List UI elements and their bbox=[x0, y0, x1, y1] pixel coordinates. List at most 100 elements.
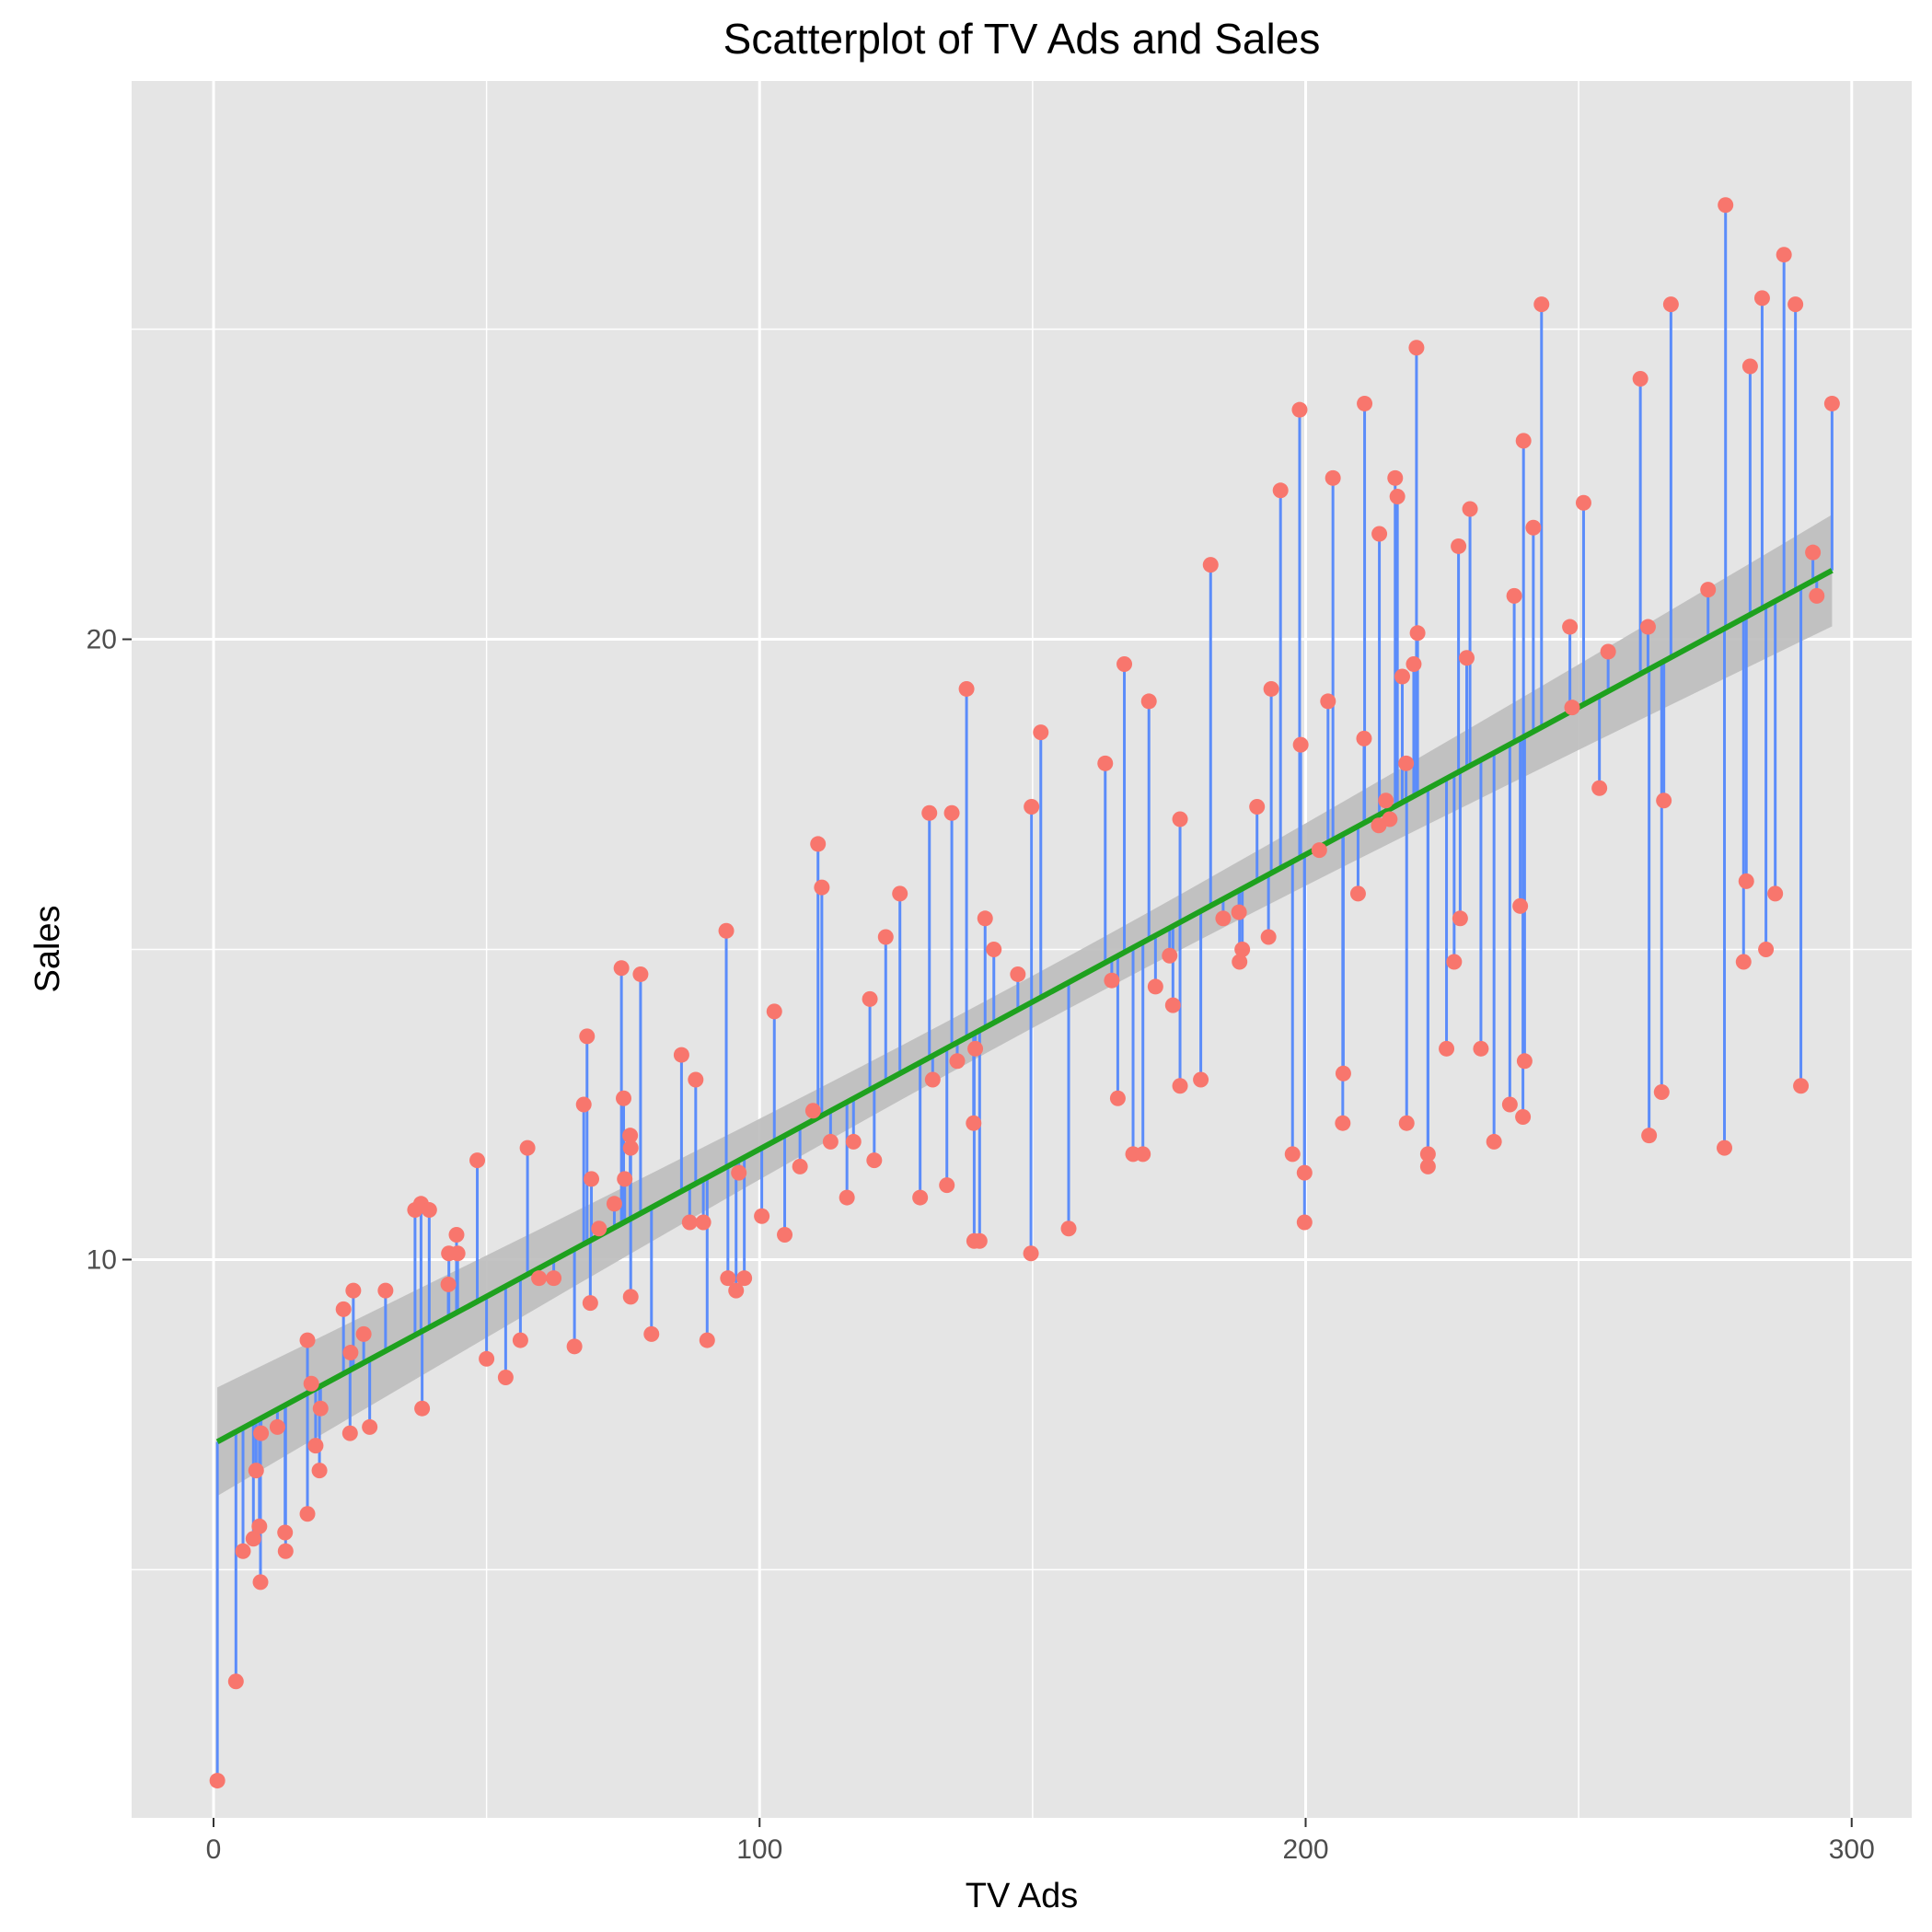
data-point bbox=[1249, 798, 1266, 815]
data-point bbox=[616, 1090, 632, 1106]
data-point bbox=[892, 885, 908, 902]
x-axis-ticks: 0 100 200 300 bbox=[206, 1818, 1875, 1865]
data-point bbox=[643, 1325, 660, 1342]
data-point bbox=[448, 1227, 465, 1244]
data-point bbox=[209, 1773, 226, 1789]
data-point bbox=[342, 1345, 359, 1361]
data-point bbox=[939, 1177, 955, 1194]
data-point bbox=[1260, 929, 1277, 945]
data-point bbox=[1023, 1245, 1039, 1262]
data-point bbox=[1371, 526, 1388, 542]
data-point bbox=[1501, 1096, 1518, 1113]
data-point bbox=[966, 1115, 982, 1131]
data-point bbox=[362, 1418, 378, 1435]
data-point bbox=[728, 1282, 745, 1299]
data-point bbox=[1234, 942, 1251, 957]
data-point bbox=[1419, 1158, 1436, 1174]
data-point bbox=[1662, 296, 1679, 313]
regression-line bbox=[215, 568, 1834, 1445]
data-point bbox=[731, 1164, 747, 1181]
data-point bbox=[1462, 501, 1478, 517]
data-point bbox=[546, 1270, 562, 1287]
data-point bbox=[736, 1270, 753, 1287]
data-point bbox=[1231, 904, 1247, 920]
data-point bbox=[1164, 997, 1181, 1013]
data-point bbox=[971, 1232, 988, 1249]
data-point bbox=[1738, 873, 1754, 889]
data-point bbox=[1296, 1164, 1313, 1181]
data-point bbox=[1291, 401, 1308, 418]
data-point bbox=[1060, 1221, 1077, 1237]
data-point bbox=[1398, 1115, 1415, 1131]
data-point bbox=[299, 1332, 316, 1348]
data-point bbox=[1382, 811, 1398, 827]
data-point bbox=[1486, 1133, 1502, 1150]
data-point bbox=[617, 1171, 633, 1187]
data-point bbox=[1387, 469, 1404, 486]
data-point bbox=[1446, 954, 1463, 970]
data-point bbox=[1562, 619, 1579, 635]
data-point bbox=[632, 966, 649, 982]
data-point bbox=[622, 1289, 639, 1305]
data-point bbox=[1718, 197, 1734, 214]
data-point bbox=[1564, 700, 1580, 716]
data-point bbox=[986, 942, 1002, 957]
data-point bbox=[1787, 296, 1804, 313]
data-point bbox=[1172, 1078, 1188, 1094]
data-point bbox=[1641, 1128, 1658, 1144]
data-point bbox=[1398, 755, 1415, 771]
data-point bbox=[1408, 340, 1425, 356]
data-point bbox=[335, 1301, 352, 1317]
data-point bbox=[584, 1171, 600, 1187]
data-point bbox=[245, 1531, 261, 1547]
data-point bbox=[958, 680, 975, 697]
data-point bbox=[606, 1196, 622, 1212]
minor-gridlines bbox=[132, 81, 1912, 1818]
data-point bbox=[1147, 978, 1163, 995]
data-point bbox=[810, 836, 827, 852]
data-point bbox=[1533, 296, 1550, 313]
data-point bbox=[1409, 625, 1426, 642]
data-point bbox=[718, 922, 735, 939]
data-point bbox=[1653, 1084, 1670, 1101]
data-point bbox=[1735, 954, 1752, 970]
y-tick-label: 10 bbox=[87, 1244, 117, 1275]
data-point bbox=[1010, 966, 1026, 982]
data-point bbox=[1097, 755, 1114, 771]
y-axis-label: Sales bbox=[29, 905, 67, 992]
data-point bbox=[235, 1543, 251, 1559]
data-point bbox=[1639, 619, 1656, 635]
data-point bbox=[1525, 519, 1542, 536]
data-point bbox=[977, 910, 993, 927]
data-point bbox=[248, 1463, 264, 1479]
data-points bbox=[209, 197, 1840, 1789]
data-point bbox=[307, 1438, 324, 1454]
data-point bbox=[1325, 469, 1341, 486]
data-point bbox=[345, 1282, 362, 1299]
data-point bbox=[1394, 668, 1410, 685]
data-point bbox=[1104, 972, 1120, 989]
data-point bbox=[1202, 557, 1219, 573]
data-point bbox=[575, 1096, 592, 1113]
data-point bbox=[866, 1152, 883, 1169]
x-tick-label: 100 bbox=[736, 1834, 782, 1865]
chart-title: Scatterplot of TV Ads and Sales bbox=[723, 15, 1321, 63]
data-point bbox=[949, 1053, 966, 1070]
data-point bbox=[1232, 954, 1248, 970]
data-point bbox=[1451, 538, 1467, 554]
data-point bbox=[1809, 587, 1825, 604]
data-point bbox=[1516, 1053, 1533, 1070]
data-point bbox=[341, 1425, 358, 1441]
data-point bbox=[943, 804, 960, 821]
data-point bbox=[566, 1338, 583, 1355]
data-point bbox=[469, 1152, 486, 1169]
data-point bbox=[1591, 780, 1608, 796]
data-point bbox=[1406, 655, 1422, 672]
data-point bbox=[1473, 1040, 1489, 1057]
data-point bbox=[1296, 1214, 1313, 1231]
data-point bbox=[967, 1040, 984, 1057]
data-point bbox=[449, 1245, 466, 1262]
data-point bbox=[924, 1071, 941, 1088]
data-point bbox=[1515, 433, 1532, 449]
